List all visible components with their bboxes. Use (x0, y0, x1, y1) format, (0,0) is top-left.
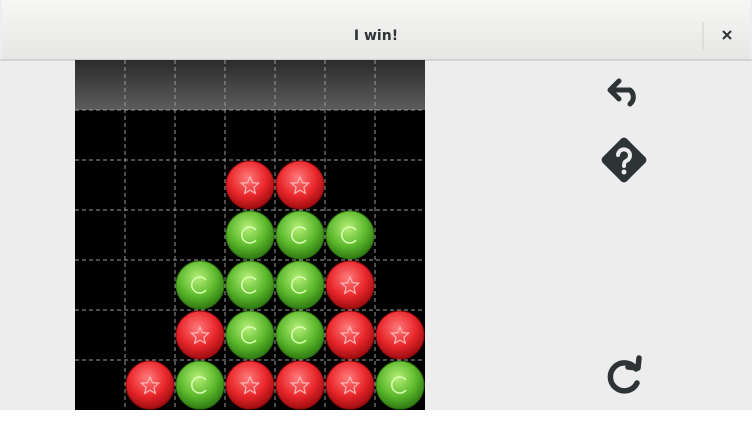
hint-button[interactable] (600, 136, 648, 184)
piece-body (275, 210, 325, 260)
red-piece (375, 310, 425, 360)
piece-body (225, 310, 275, 360)
piece-symbol (289, 175, 311, 195)
piece-symbol (291, 326, 307, 344)
green-piece (225, 260, 275, 310)
red-piece (325, 260, 375, 310)
piece-symbol (191, 376, 207, 394)
window-title: I win! (354, 28, 398, 44)
drop-row (75, 60, 425, 110)
close-button[interactable] (722, 30, 732, 40)
piece-body (275, 260, 325, 310)
piece-body (225, 260, 275, 310)
piece-symbol (341, 226, 357, 244)
red-piece (325, 360, 375, 410)
green-piece (275, 260, 325, 310)
green-piece (225, 210, 275, 260)
piece-body (225, 360, 275, 410)
green-piece (375, 360, 425, 410)
restart-button[interactable] (607, 355, 642, 394)
red-piece (275, 360, 325, 410)
piece-symbol (389, 325, 411, 345)
piece-body (375, 310, 425, 360)
piece-symbol (241, 326, 257, 344)
piece-symbol (191, 276, 207, 294)
piece-symbol (241, 226, 257, 244)
window: I win! (0, 0, 752, 410)
green-piece (175, 260, 225, 310)
piece-symbol (239, 375, 261, 395)
piece-body (325, 360, 375, 410)
piece-symbol (339, 325, 361, 345)
red-piece (275, 160, 325, 210)
green-piece (325, 210, 375, 260)
red-piece (125, 360, 175, 410)
green-piece (275, 310, 325, 360)
piece-symbol (291, 276, 307, 294)
piece-body (325, 260, 375, 310)
piece-symbol (339, 375, 361, 395)
piece-symbol (241, 276, 257, 294)
piece-body (375, 360, 425, 410)
red-piece (225, 160, 275, 210)
piece-symbol (189, 325, 211, 345)
piece-symbol (291, 226, 307, 244)
piece-body (325, 210, 375, 260)
piece-body (175, 310, 225, 360)
piece-symbol (239, 175, 261, 195)
piece-body (175, 260, 225, 310)
piece-symbol (139, 375, 161, 395)
red-piece (325, 310, 375, 360)
piece-body (225, 160, 275, 210)
piece-body (175, 360, 225, 410)
header-bar (2, 0, 750, 60)
red-piece (225, 360, 275, 410)
piece-symbol (339, 275, 361, 295)
undo-button[interactable] (607, 78, 636, 107)
green-piece (275, 210, 325, 260)
green-piece (225, 310, 275, 360)
piece-body (325, 310, 375, 360)
piece-body (275, 310, 325, 360)
piece-symbol (391, 376, 407, 394)
piece-body (225, 210, 275, 260)
piece-body (125, 360, 175, 410)
piece-symbol (289, 375, 311, 395)
green-piece (175, 360, 225, 410)
piece-body (275, 360, 325, 410)
red-piece (175, 310, 225, 360)
game-board[interactable] (75, 60, 425, 410)
piece-body (275, 160, 325, 210)
